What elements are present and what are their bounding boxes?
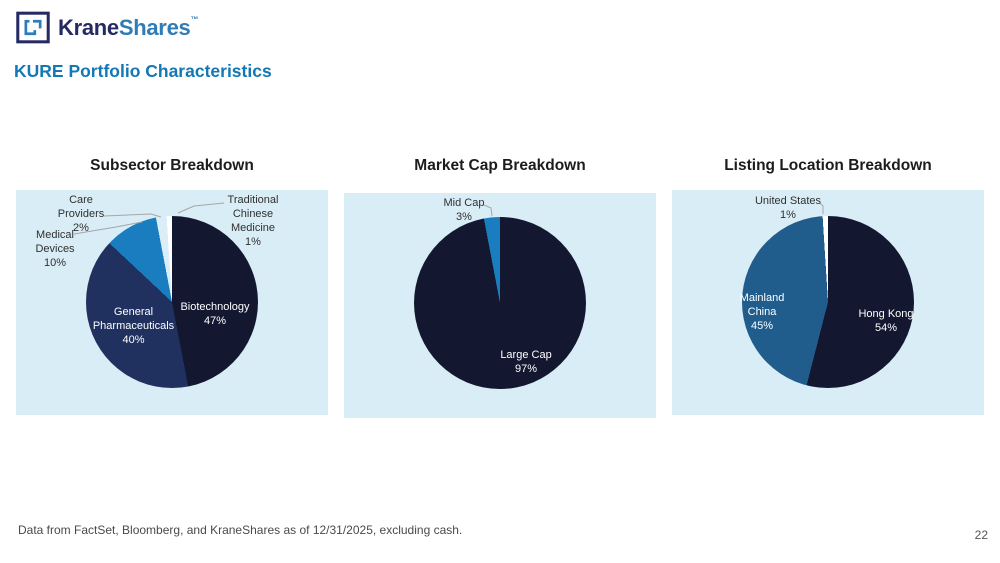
source-note: Data from FactSet, Bloomberg, and KraneS… <box>18 523 463 537</box>
trademark-symbol: ™ <box>190 15 199 24</box>
brand-krane: Krane <box>58 15 119 40</box>
slice-label-medical-devices: Medical Devices 10% <box>35 229 75 269</box>
listing-chart-panel: United States 1% Mainland China 45% Hong… <box>672 190 984 415</box>
slice-label-general-pharmaceuticals: General Pharmaceuticals 40% <box>92 306 175 346</box>
slice-label-mid-cap: Mid Cap 3% <box>443 197 485 223</box>
slice-label-care-providers: Care Providers 2% <box>57 194 105 234</box>
chart-title-listing: Listing Location Breakdown <box>724 157 932 174</box>
slice-label-mainland-china: Mainland China 45% <box>739 292 785 332</box>
page-number: 22 <box>974 528 988 542</box>
slice-label-traditional-chinese-medicine: Traditional Chinese Medicine 1% <box>227 194 279 248</box>
slice-label-large-cap: Large Cap 97% <box>500 349 552 375</box>
slice-label-biotechnology: Biotechnology 47% <box>180 301 250 327</box>
slice-label-hong-kong: Hong Kong 54% <box>858 308 914 334</box>
listing-pie-chart <box>742 216 914 388</box>
chart-title-subsector: Subsector Breakdown <box>90 157 254 174</box>
subsector-pie-chart <box>86 216 258 388</box>
marketcap-pie-chart <box>414 217 586 389</box>
brand-shares: Shares <box>118 15 191 40</box>
kraneshares-logo: KraneShares™ <box>16 11 198 44</box>
slice-label-united-states: United States 1% <box>754 195 822 221</box>
page-title: KURE Portfolio Characteristics <box>14 61 272 81</box>
subsector-chart-panel: Care Providers 2% Medical Devices 10% Tr… <box>16 190 328 415</box>
kraneshares-logo-icon <box>16 11 50 44</box>
chart-title-marketcap: Market Cap Breakdown <box>414 157 586 174</box>
brand-name: KraneShares™ <box>58 11 198 44</box>
marketcap-chart-panel: Mid Cap 3% Large Cap 97% <box>344 193 656 418</box>
